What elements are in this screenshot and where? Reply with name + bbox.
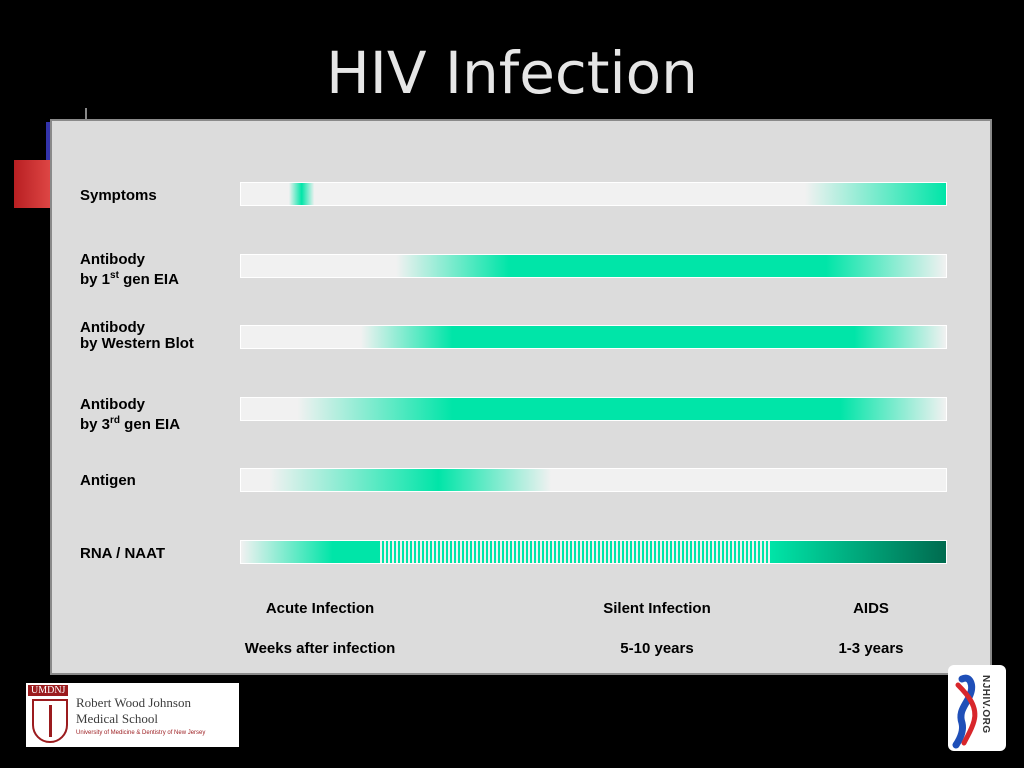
rwj-medical-school-logo: UMDNJ Robert Wood Johnson Medical School… — [26, 683, 239, 747]
nj-ribbon-icon — [952, 674, 978, 749]
duration-label-silent: 5-10 years — [620, 640, 694, 657]
row-label-antibody-western-blot: Antibody by Western Blot — [80, 320, 194, 352]
bar-antibody-western-blot — [240, 325, 947, 349]
row-label-text: by Western Blot — [80, 335, 194, 352]
school-subtitle: University of Medicine & Dentistry of Ne… — [76, 730, 206, 736]
bar-antibody-3rd-gen-eia — [240, 397, 947, 421]
row-label-symptoms: Symptoms — [80, 188, 157, 204]
phase-label-silent: Silent Infection — [603, 600, 711, 617]
bar-antigen — [240, 468, 947, 492]
row-label-text: gen EIA — [118, 271, 179, 288]
bar-symptoms — [240, 182, 947, 206]
decorative-line — [85, 108, 87, 120]
duration-label-aids: 1-3 years — [838, 640, 904, 657]
row-label-text: by 1 — [80, 271, 111, 288]
row-label-text: RNA / NAAT — [80, 545, 165, 562]
school-name-line: Robert Wood Johnson — [76, 695, 191, 710]
timeline-panel: Symptoms Antibody by 1st gen EIA Antibod… — [50, 119, 992, 675]
njhiv-text: NJHIV.ORG — [980, 675, 991, 734]
decorative-red-block — [14, 160, 54, 208]
phase-label-acute: Acute Infection — [265, 600, 375, 617]
decorative-blue-block — [46, 122, 52, 160]
umdnj-tag: UMDNJ — [28, 685, 69, 696]
row-label-text: Antigen — [80, 472, 136, 489]
phase-label-aids: AIDS — [853, 600, 889, 617]
caduceus-crest-icon — [32, 699, 68, 743]
school-name-line: Medical School — [76, 711, 158, 726]
row-label-superscript: st — [110, 270, 119, 281]
bar-rna-naat — [240, 540, 947, 564]
row-label-text: Antibody — [80, 319, 145, 336]
row-label-rna-naat: RNA / NAAT — [80, 546, 165, 562]
row-label-text: Symptoms — [80, 187, 157, 204]
njhiv-logo: NJHIV.ORG — [948, 665, 1006, 751]
row-label-superscript: rd — [110, 415, 121, 426]
bar-antibody-1st-gen-eia — [240, 254, 947, 278]
duration-label-acute: Weeks after infection — [244, 640, 396, 657]
row-label-antibody-1st-gen-eia: Antibody by 1st gen EIA — [80, 252, 179, 288]
row-label-text: Antibody — [80, 251, 145, 268]
row-label-antibody-3rd-gen-eia: Antibody by 3rd gen EIA — [80, 397, 180, 433]
row-label-text: Antibody — [80, 396, 145, 413]
slide-title: HIV Infection — [326, 39, 698, 107]
row-label-antigen: Antigen — [80, 473, 136, 489]
row-label-text: gen EIA — [120, 416, 181, 433]
school-name: Robert Wood Johnson Medical School — [76, 695, 191, 727]
row-label-text: by 3 — [80, 416, 111, 433]
